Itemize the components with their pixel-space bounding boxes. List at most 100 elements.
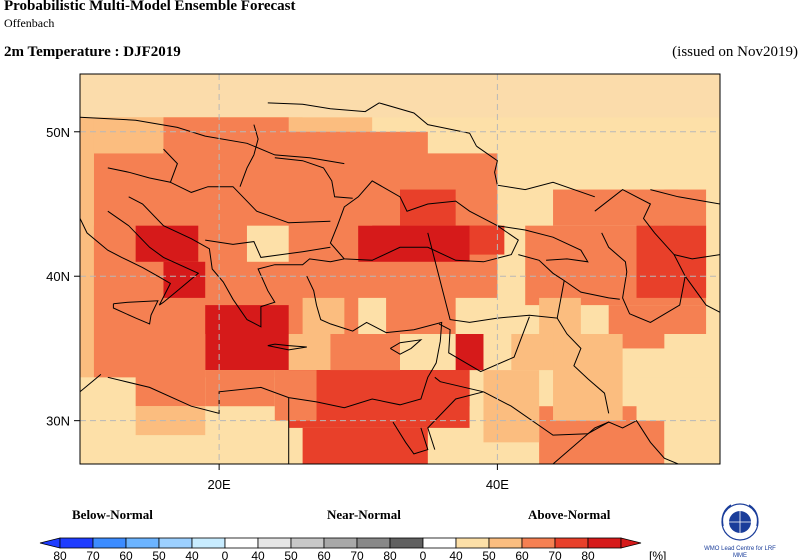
border-iraq-saudi [483,391,609,436]
probability-cell [664,334,720,378]
legend-tick-label: 80 [581,549,595,560]
border-balkan-south [205,239,331,258]
legend-tick-label: 40 [185,549,199,560]
coastline-east-med [107,275,443,415]
coastline-caspian [594,189,686,323]
legend-tick-label: 0 [222,549,229,560]
legend-swatch [191,537,226,549]
wmo-logo-text: WMO Lead Centre for LRF MME [704,546,776,559]
border-ukraine-russia [378,102,477,147]
border-turkmen [673,254,720,260]
probability-cell [664,189,707,226]
probability-cell [358,297,387,334]
legend-tick-label: 40 [251,549,265,560]
probability-cell [455,334,484,371]
legend-swatch [389,537,424,549]
probability-cell [135,225,199,262]
issued-date: (issued on Nov2019) [672,44,798,60]
legend-tick-label: 50 [482,549,496,560]
legend-tick-label: 80 [383,549,397,560]
border-iraq-iran [556,317,610,414]
border-belarus [267,102,380,113]
lat-label: 50N [46,125,70,140]
legend-swatch [257,537,292,549]
border-kazakh [650,189,720,205]
probability-cell [636,377,720,421]
legend-tick-label: 40 [449,549,463,560]
probability-cell [80,153,94,226]
legend-tick-label: 0 [420,549,427,560]
coastline-balkans [128,196,345,328]
coastline-gulf [552,420,680,464]
border-syria [438,316,530,373]
map-frame [79,73,721,465]
probability-cell [664,420,720,464]
legend-swatch [521,537,556,549]
border-jordan [427,376,484,450]
probability-cell [205,305,289,371]
border-north [80,116,345,165]
coastline-crete [267,343,307,351]
legend-above-normal-label: Above-Normal [528,507,611,522]
legend-swatch [59,537,94,549]
legend-swatch [455,537,490,549]
legend-swatch [356,537,391,549]
legend-tick-label: 70 [86,549,100,560]
probability-cell [358,225,470,262]
probability-cell [135,370,206,407]
legend-swatch [125,537,160,549]
probability-cell [302,427,428,464]
probability-cell [246,225,289,262]
page-title: Probabilistic Multi-Model Ensemble Forec… [4,0,296,14]
coastline-cyprus [390,339,423,355]
legend-swatch [290,537,325,549]
legend-near-normal-label: Near-Normal [327,507,401,522]
probability-cell [553,334,623,421]
border-iran-north [684,275,720,313]
legend-tick-label: 60 [515,549,529,560]
legend-tick-label: 70 [548,549,562,560]
legend-swatch [323,537,358,549]
legend-tick-label: 60 [317,549,331,560]
probability-cell [469,225,505,255]
probability-cell [288,370,470,428]
lon-label: 40E [486,477,509,492]
probability-cell [80,406,136,464]
probability-cell [302,297,345,334]
legend-tick-label: 70 [350,549,364,560]
probability-cell [400,189,456,226]
legend-swatch [158,537,193,549]
legend-swatch [422,537,457,549]
legend-tick-label: 80 [53,549,67,560]
probability-cell [274,370,317,421]
coastline-italy [80,210,200,306]
border-danube [163,148,331,224]
legend-swatch [554,537,589,549]
probability-cell [330,334,400,371]
border-poland-ukraine [253,124,259,156]
legend-tick-label: 60 [119,549,133,560]
legend-tick-label: 50 [284,549,298,560]
legend-below-normal-label: Below-Normal [72,507,153,522]
probability-cell [330,189,373,226]
border-alps [107,167,171,183]
legend-swatch [587,537,622,549]
variable-title: 2m Temperature : DJF2019 [4,44,181,60]
lat-label: 30N [46,414,70,429]
legend-arrow-right [620,537,642,549]
page-subtitle: Offenbach [4,16,55,30]
legend-arrow-left [39,537,61,549]
border-hungary-romania [239,154,255,187]
legend-swatch [488,537,523,549]
wmo-globe-grid [729,511,751,533]
border-tunisia [80,374,102,464]
wmo-laurel-icon [721,504,759,527]
lon-label: 20E [208,477,231,492]
border-caucasus [497,225,589,263]
legend-tick-label: 50 [152,549,166,560]
legend-swatch [224,537,259,549]
probability-cell [455,297,512,334]
probability-cell [330,153,498,190]
border-moldova [274,157,353,199]
lat-label: 40N [46,269,70,284]
